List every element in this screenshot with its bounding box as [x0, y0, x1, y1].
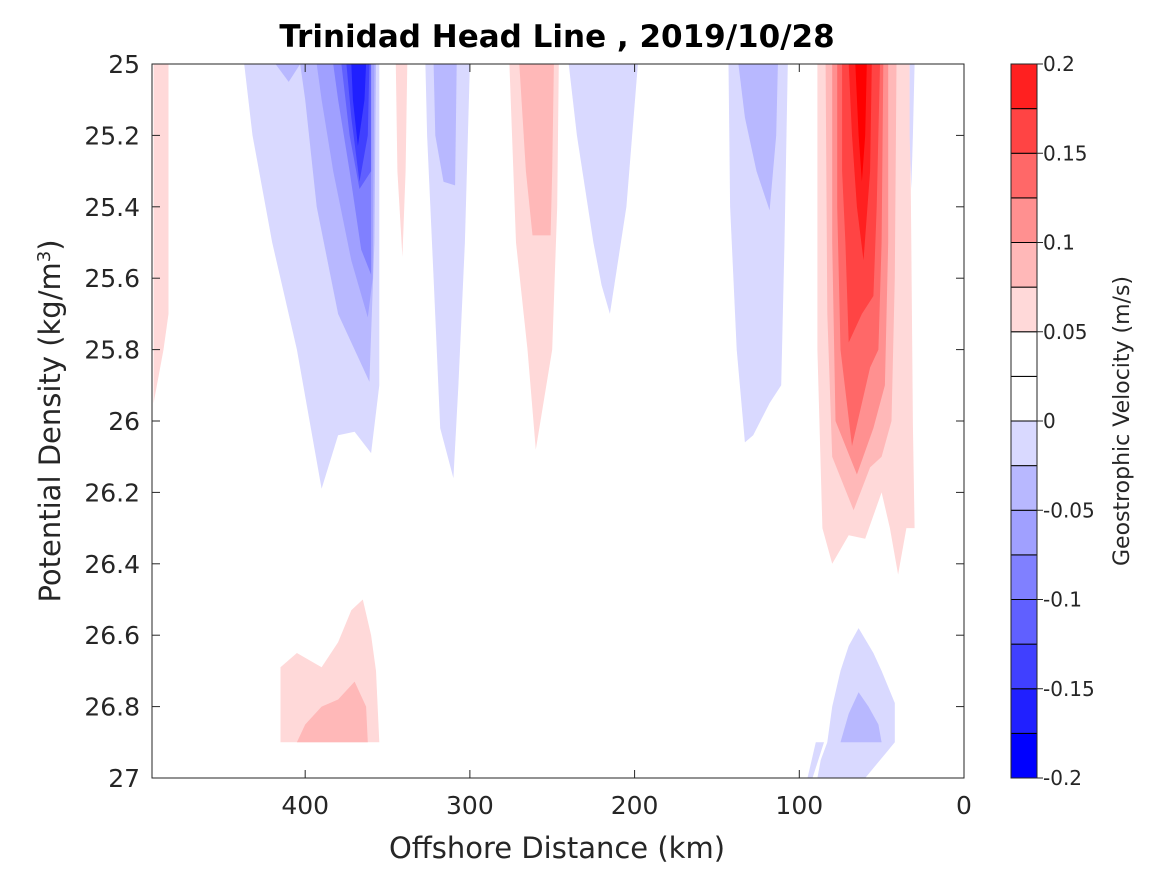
y-axis-ticks: 25 25.2 25.4 25.6 25.8 26 26.2 26.4 26.6 26.8 27: [84, 50, 964, 793]
y-tick-label: 26.2: [84, 478, 140, 507]
colorbar-swatches: [1010, 63, 1038, 779]
y-tick-label: 27: [108, 764, 140, 793]
colorbar-tick-label: 0.05: [1043, 320, 1088, 344]
contour-region-13: [519, 64, 554, 236]
colorbar-swatch-12: [1010, 197, 1038, 243]
colorbar-tick-label: -0.2: [1043, 766, 1082, 790]
colorbar-swatch-13: [1010, 152, 1038, 199]
y-tick-label: 26.4: [84, 550, 140, 579]
x-tick-label: 300: [446, 791, 494, 820]
y-axis-label-main: Potential Density (kg/m: [33, 262, 67, 602]
colorbar-swatch-10: [1010, 286, 1038, 333]
colorbar-swatch-15: [1010, 63, 1038, 110]
x-tick-label: 400: [281, 791, 329, 820]
x-tick-label: 0: [956, 791, 972, 820]
colorbar-swatch-11: [1010, 242, 1038, 288]
contour-region-11: [433, 64, 457, 186]
colorbar-swatch-9: [1010, 331, 1038, 377]
y-axis-label: Potential Density (kg/m3): [33, 239, 67, 602]
colorbar-tick-label: 0: [1043, 409, 1056, 433]
colorbar-swatch-0: [1010, 732, 1038, 779]
y-tick-label: 25.2: [84, 121, 140, 150]
contour-region-28: [807, 742, 824, 778]
contour-region-16: [738, 64, 778, 211]
colorbar-swatch-8: [1010, 375, 1038, 422]
contour-region-2: [275, 64, 301, 82]
colorbar-swatch-6: [1010, 465, 1038, 511]
colorbar-swatch-3: [1010, 599, 1038, 645]
chart-title: Trinidad Head Line , 2019/10/28: [279, 19, 834, 55]
colorbar-swatch-1: [1010, 688, 1038, 734]
x-axis-label: Offshore Distance (km): [389, 831, 725, 865]
y-tick-label: 25.4: [84, 193, 140, 222]
contour-region-29: [840, 692, 882, 743]
y-tick-label: 25.6: [84, 264, 140, 293]
colorbar-swatch-2: [1010, 643, 1038, 690]
colorbar-tick-label: 0.1: [1043, 231, 1075, 255]
y-tick-label: 25.8: [84, 336, 140, 365]
colorbar-swatch-7: [1010, 420, 1038, 467]
contour-fills: [153, 64, 915, 778]
y-axis-label-close: ): [33, 239, 67, 250]
contour-region-8: [351, 64, 367, 147]
contour-region-22: [848, 64, 872, 261]
contour-region-0: [153, 64, 169, 404]
colorbar-tick-label: -0.15: [1043, 677, 1095, 701]
colorbar-swatch-5: [1010, 509, 1038, 556]
contour-region-14: [568, 64, 638, 314]
plot-area: 400 300 200 100 0 25 25.2 25.4 25.6 25.8 26 26.2 26…: [84, 50, 972, 820]
x-tick-label: 100: [775, 791, 823, 820]
colorbar-tick-label: 0.2: [1043, 52, 1075, 76]
y-tick-label: 25: [108, 50, 140, 79]
colorbar-ticks: -0.2 -0.15 -0.1 -0.05 0 0.05 0.1 0.15 0.2: [1037, 52, 1095, 790]
x-tick-label: 200: [611, 791, 659, 820]
colorbar-swatch-4: [1010, 554, 1038, 600]
colorbar-tick-label: -0.1: [1043, 588, 1082, 612]
colorbar-tick-label: 0.15: [1043, 141, 1088, 165]
contour-region-26: [296, 681, 368, 743]
colorbar: -0.2 -0.15 -0.1 -0.05 0 0.05 0.1 0.15 0.2 Geostr…: [1010, 52, 1135, 790]
colorbar-swatch-14: [1010, 108, 1038, 154]
y-tick-label: 26.8: [84, 693, 140, 722]
contour-region-23: [855, 64, 867, 182]
x-axis-ticks: 400 300 200 100 0: [281, 64, 972, 820]
contour-region-9: [395, 64, 408, 257]
colorbar-tick-label: -0.05: [1043, 498, 1095, 522]
contour-region-24: [909, 64, 915, 189]
y-tick-label: 26.6: [84, 621, 140, 650]
y-axis-label-superscript: 3: [34, 251, 55, 262]
y-tick-label: 26: [108, 407, 140, 436]
contour-region-10: [425, 64, 470, 479]
colorbar-label: Geostrophic Velocity (m/s): [1110, 276, 1135, 566]
